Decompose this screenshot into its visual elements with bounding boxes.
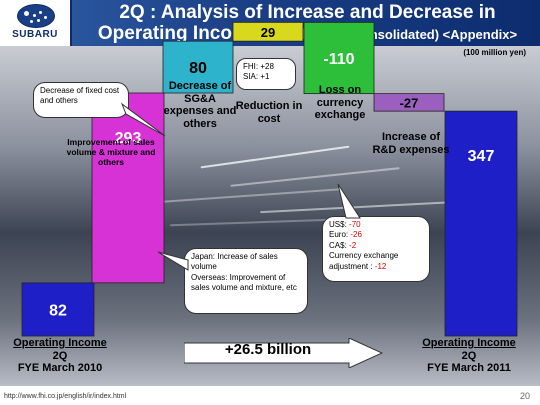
callout-fixed-cost-tail — [120, 102, 166, 137]
page-number: 20 — [519, 391, 530, 401]
caption-end: Operating Income 2Q FYE March 2011 — [404, 337, 534, 375]
bar-label-2: 80 — [189, 60, 207, 77]
bar-4 — [303, 21, 375, 95]
pleiades-emblem-icon — [17, 4, 55, 28]
bar-label-5: -27 — [400, 95, 419, 110]
page-title-line1: 2Q : Analysis of Increase and Decrease i… — [119, 2, 496, 23]
bar-label-3: 29 — [261, 25, 275, 40]
increase-summary: +26.5 billion — [224, 341, 312, 358]
footer-url[interactable]: http://www.fhi.co.jp/english/ir/index.ht… — [4, 393, 127, 400]
bar-label-0: 82 — [49, 302, 67, 319]
caption-start-period: FYE March 2010 — [17, 362, 103, 375]
page-title-sub: (consolidated) <Appendix> — [350, 27, 518, 42]
bar-3 — [232, 21, 304, 42]
callout-usd: US$: -70 — [329, 220, 361, 229]
caption-end-period: FYE March 2011 — [427, 362, 511, 375]
bar-label-6: 347 — [468, 148, 495, 165]
callout-overseas: Overseas: Improvement of sales volume an… — [191, 272, 297, 293]
caption-end-title: Operating Income — [422, 337, 516, 349]
caption-start-title: Operating Income — [13, 337, 107, 349]
subaru-logo: SUBARU — [0, 0, 72, 46]
bar-0 — [21, 282, 95, 337]
title-bar: SUBARU 2Q : Analysis of Increase and Dec… — [0, 0, 540, 46]
callout-sales-tail — [157, 251, 189, 271]
caption-end-quarter: 2Q — [461, 349, 477, 362]
bar-5 — [373, 93, 445, 112]
caption-cost-reduction: Reduction in cost — [235, 100, 303, 125]
bar-2 — [162, 40, 234, 94]
bar-label-4: -110 — [323, 51, 354, 68]
callout-euro: Euro: -26 — [329, 230, 362, 240]
callout-adjustment: Currency exchange adjustment : -12 — [329, 251, 399, 271]
callout-currency-tail — [337, 183, 361, 219]
callout-fixed-cost: Decrease of fixed cost and others — [33, 82, 129, 118]
bar-6 — [444, 110, 518, 337]
bar-label-1: 293 — [115, 130, 142, 147]
logo-wordmark: SUBARU — [12, 29, 58, 40]
caption-sales-volume: Improvement of sales volume & mixture an… — [66, 137, 156, 167]
bar-1 — [91, 92, 165, 284]
callout-currency-breakdown: US$: -70 Euro: -26 CA$: -2 Currency exch… — [322, 216, 430, 282]
callout-fhi: FHI: +28 — [243, 62, 274, 71]
units-label: (100 million yen) — [463, 48, 526, 57]
increase-arrow-icon — [184, 338, 384, 368]
caption-start: Operating Income 2Q FYE March 2010 — [4, 337, 116, 375]
callout-japan: Japan: Increase of sales volume — [191, 252, 278, 272]
caption-currency-loss: Loss on currency exchange — [314, 84, 366, 122]
callout-sia: SIA: +1 — [243, 72, 270, 82]
callout-cad: CA$: -2 — [329, 240, 357, 250]
caption-rnd: Increase of R&D expenses — [372, 131, 450, 156]
caption-sga: Decrease of SG&A expenses and others — [163, 80, 237, 130]
callout-sales-breakdown: Japan: Increase of sales volume Overseas… — [184, 248, 308, 314]
caption-start-quarter: 2Q — [52, 349, 68, 362]
callout-cost-breakdown: FHI: +28 SIA: +1 — [236, 58, 296, 90]
